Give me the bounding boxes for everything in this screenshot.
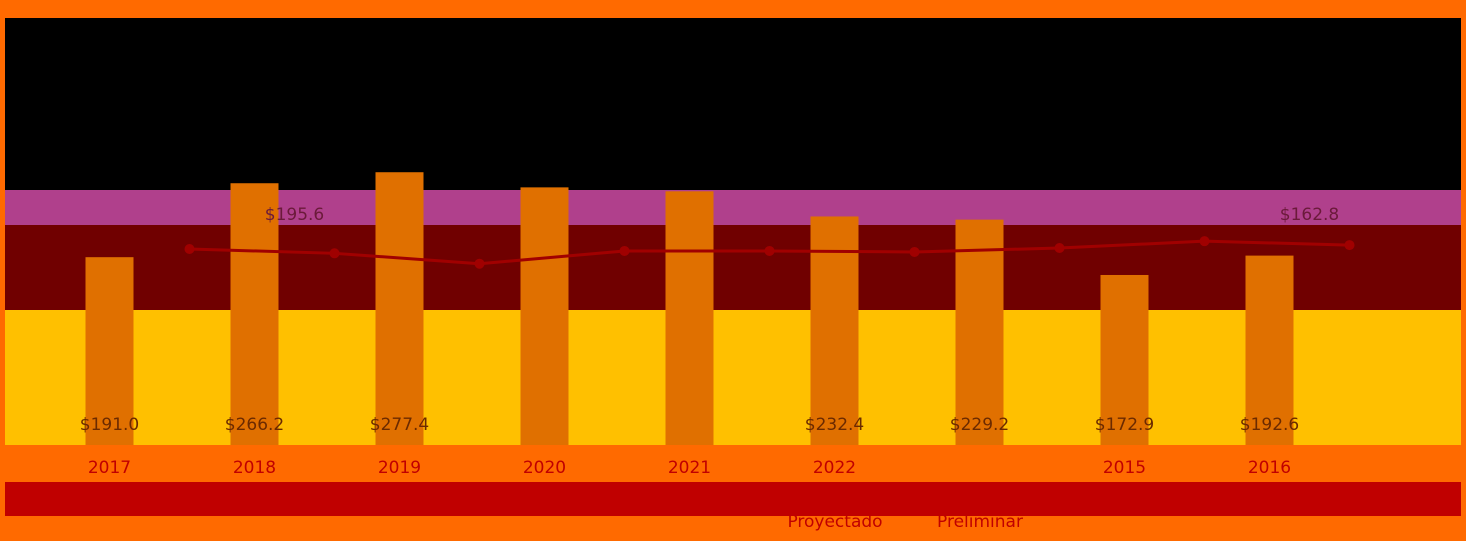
bar-label: $192.6 xyxy=(1240,415,1299,435)
header-band xyxy=(5,18,1461,190)
bar-label: $277.4 xyxy=(370,415,429,435)
line-point xyxy=(184,244,195,254)
bar xyxy=(85,257,134,445)
bar xyxy=(810,216,859,445)
x-tick-label: 2015 xyxy=(1103,458,1146,478)
annotation: Preliminar xyxy=(937,512,1023,532)
line-point xyxy=(329,248,340,259)
x-tick-label: 2018 xyxy=(233,458,276,478)
line-point xyxy=(764,245,775,256)
bar-label: $172.9 xyxy=(1095,415,1154,435)
annotation: Proyectado xyxy=(787,512,882,532)
x-tick-label: 2017 xyxy=(88,458,131,478)
x-tick-label: 2021 xyxy=(668,458,711,478)
bar xyxy=(520,187,569,445)
bar-label: $191.0 xyxy=(80,415,139,435)
line-point xyxy=(1054,243,1065,254)
bar xyxy=(1245,255,1294,445)
bar-label: $232.4 xyxy=(805,415,864,435)
line-label: $195.6 xyxy=(265,205,324,225)
bar xyxy=(230,183,279,445)
bar-label: $266.2 xyxy=(225,415,284,435)
x-tick-label: 2022 xyxy=(813,458,856,478)
bar-label: $229.2 xyxy=(950,415,1009,435)
line-point xyxy=(1344,240,1355,251)
band xyxy=(5,482,1461,516)
line-label: $162.8 xyxy=(1280,205,1339,225)
line-point xyxy=(619,245,630,256)
line-point xyxy=(474,258,485,269)
bar xyxy=(665,191,714,445)
annotation: Preliminary/ xyxy=(929,490,1031,510)
x-tick-label: 2016 xyxy=(1248,458,1291,478)
bar xyxy=(375,172,424,445)
line-point xyxy=(909,246,920,257)
line-point xyxy=(1199,236,1210,247)
band xyxy=(5,190,1461,225)
x-tick-label: 2019 xyxy=(378,458,421,478)
x-tick-label: 2020 xyxy=(523,458,566,478)
bar xyxy=(1100,274,1149,445)
band xyxy=(5,225,1461,310)
bar xyxy=(955,219,1004,445)
